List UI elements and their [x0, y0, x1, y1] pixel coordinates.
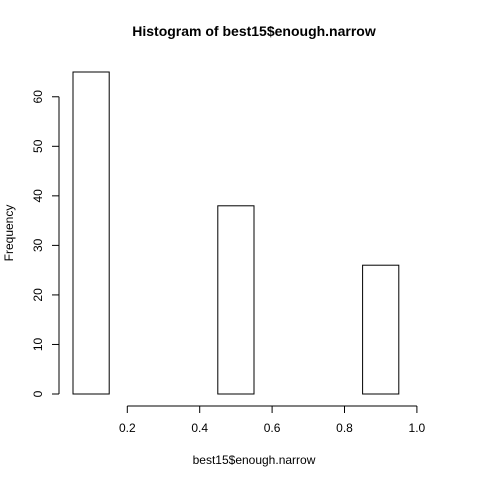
- y-tick-label: 50: [31, 139, 45, 153]
- bars-group: [72, 71, 400, 395]
- x-tick-label: 0.6: [264, 421, 281, 435]
- x-tick-label: 0.2: [119, 421, 136, 435]
- y-tick-label: 20: [31, 288, 45, 302]
- y-tick-label: 40: [31, 189, 45, 203]
- x-axis-label: best15$enough.narrow: [193, 453, 316, 467]
- y-axis: 0 10 20 30 40 50 60: [31, 90, 60, 397]
- x-tick-label: 0.8: [336, 421, 353, 435]
- x-axis: 0.2 0.4 0.6 0.8 1.0: [119, 405, 426, 435]
- x-tick-label: 0.4: [191, 421, 208, 435]
- y-tick-label: 10: [31, 337, 45, 351]
- histogram-bar: [72, 71, 110, 395]
- y-tick-label: 30: [31, 238, 45, 252]
- x-tick-label: 1.0: [409, 421, 426, 435]
- y-tick-label: 0: [31, 390, 45, 397]
- y-tick-label: 60: [31, 90, 45, 104]
- chart-title: Histogram of best15$enough.narrow: [132, 23, 376, 39]
- y-axis-label: Frequency: [2, 205, 16, 262]
- histogram-bar: [362, 264, 400, 395]
- histogram-bar: [217, 205, 255, 395]
